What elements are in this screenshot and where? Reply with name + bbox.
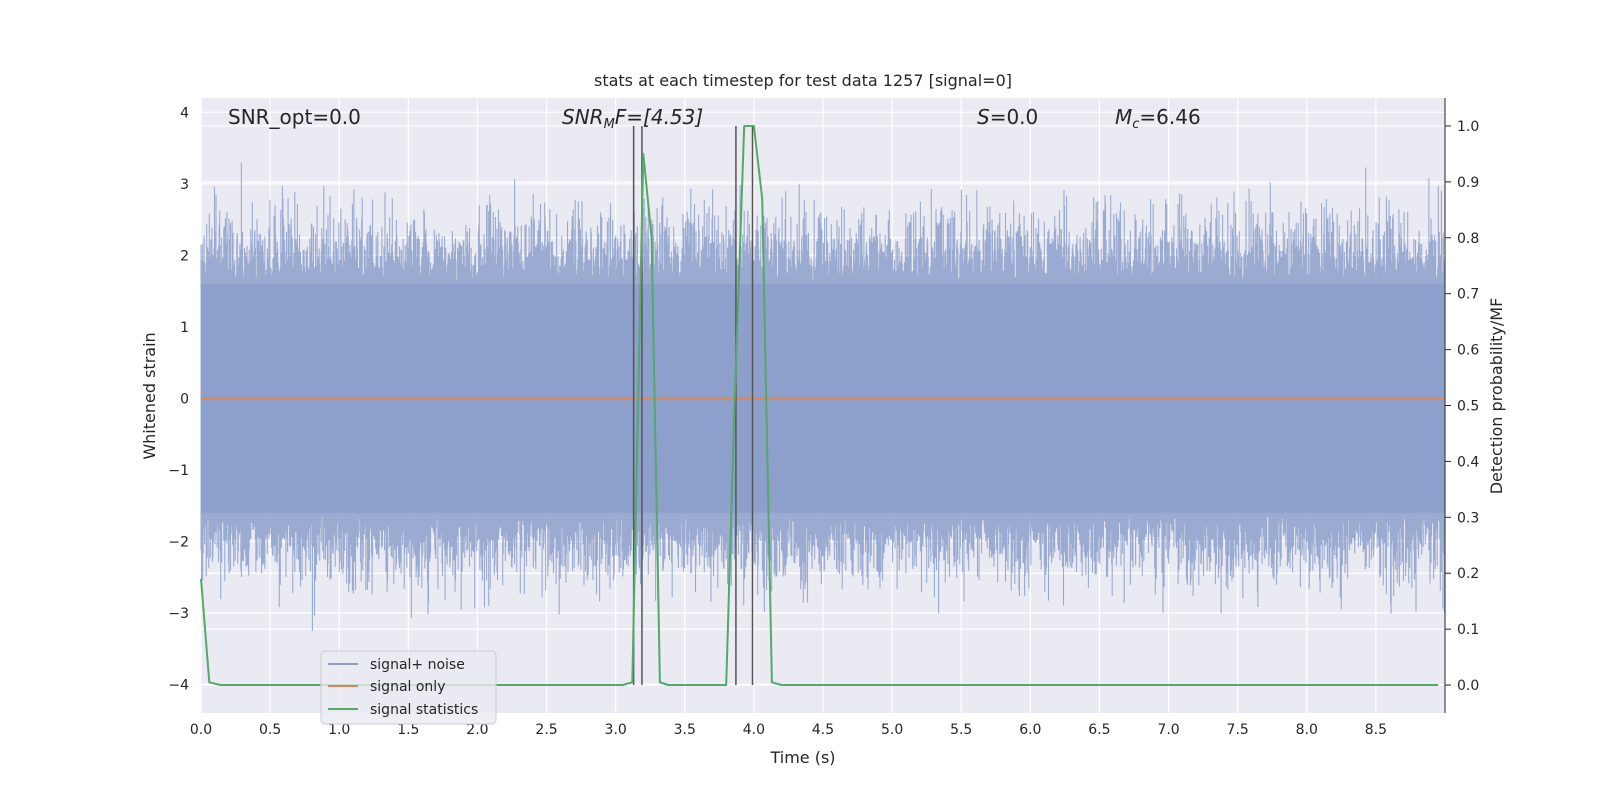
- y-left-axis-ticks: −4 −3 −2 −1 0 1 2 3 4: [168, 105, 189, 693]
- x-tick-label: 5.5: [950, 722, 972, 738]
- snr-mf-sub: M: [604, 117, 615, 132]
- x-tick-label: 3.0: [605, 722, 627, 738]
- y-left-axis-label: Whitened strain: [140, 332, 159, 459]
- y-left-tick-label: −1: [168, 463, 189, 479]
- y-left-tick-label: 2: [180, 248, 189, 264]
- s-main: S: [977, 105, 990, 129]
- mc-annotation: Mc=6.46: [1115, 105, 1201, 132]
- y-left-tick-label: 1: [180, 320, 189, 336]
- y-right-tick-label: 0.5: [1457, 399, 1479, 415]
- s-tail: =0.0: [990, 105, 1039, 129]
- y-right-axis-label: Detection probability/MF: [1487, 298, 1506, 495]
- y-left-tick-label: −4: [168, 677, 189, 693]
- x-tick-label: 0.0: [190, 722, 212, 738]
- x-tick-label: 7.0: [1157, 722, 1179, 738]
- x-tick-label: 2.0: [466, 722, 488, 738]
- snr-mf-annotation: SNRMF=[4.53]: [562, 105, 703, 132]
- x-tick-label: 0.5: [259, 722, 281, 738]
- y-right-tick-label: 0.2: [1457, 566, 1479, 582]
- x-tick-label: 2.5: [535, 722, 557, 738]
- legend-label-signal-only: signal only: [370, 679, 445, 695]
- y-right-tick-label: 0.9: [1457, 175, 1479, 191]
- x-tick-label: 3.5: [674, 722, 696, 738]
- chart-title: stats at each timestep for test data 125…: [594, 71, 1012, 90]
- snr-opt-annotation: SNR_opt=0.0: [228, 105, 361, 129]
- legend-frame: [320, 650, 497, 725]
- y-right-tick-label: 0.7: [1457, 287, 1479, 303]
- y-right-axis-ticks: 0.0 0.1 0.2 0.3 0.4 0.5 0.6 0.7 0.8 0.9 1.0: [1444, 98, 1479, 713]
- y-right-tick-label: 0.3: [1457, 510, 1479, 526]
- x-tick-label: 1.5: [397, 722, 419, 738]
- x-axis-label: Time (s): [769, 748, 835, 767]
- x-tick-label: 8.0: [1296, 722, 1318, 738]
- y-right-tick-label: 0.8: [1457, 231, 1479, 247]
- y-right-tick-label: 0.1: [1457, 622, 1479, 638]
- y-right-tick-label: 0.0: [1457, 678, 1479, 694]
- x-tick-label: 7.5: [1227, 722, 1249, 738]
- y-right-tick-label: 0.6: [1457, 343, 1479, 359]
- y-left-tick-label: −3: [168, 606, 189, 622]
- snr-mf-main: SNR: [562, 105, 604, 129]
- s-annotation: S=0.0: [977, 105, 1038, 129]
- y-left-tick-label: 4: [180, 105, 189, 121]
- legend-label-signal-noise: signal+ noise: [370, 657, 465, 673]
- legend-label-signal-statistics: signal statistics: [370, 702, 478, 718]
- y-left-tick-label: 3: [180, 177, 189, 193]
- x-tick-label: 5.0: [881, 722, 903, 738]
- x-tick-label: 4.0: [743, 722, 765, 738]
- y-right-tick-label: 1.0: [1457, 119, 1479, 135]
- y-left-tick-label: 0: [180, 391, 189, 407]
- x-axis-ticks: 0.0 0.5 1.0 1.5 2.0 2.5 3.0 3.5 4.0 4.5 5.0 5.5 6.0 6…: [190, 722, 1387, 738]
- x-tick-label: 6.0: [1019, 722, 1041, 738]
- x-tick-label: 4.5: [812, 722, 834, 738]
- snr-mf-tail: F=[4.53]: [615, 105, 703, 129]
- y-left-tick-label: −2: [168, 534, 189, 550]
- legend: signal+ noise signal only signal statist…: [320, 650, 497, 725]
- mc-main: M: [1115, 105, 1132, 129]
- x-tick-label: 1.0: [328, 722, 350, 738]
- mc-tail: =6.46: [1139, 105, 1200, 129]
- mc-sub: c: [1132, 117, 1139, 132]
- y-right-tick-label: 0.4: [1457, 454, 1479, 470]
- x-tick-label: 8.5: [1365, 722, 1387, 738]
- x-tick-label: 6.5: [1088, 722, 1110, 738]
